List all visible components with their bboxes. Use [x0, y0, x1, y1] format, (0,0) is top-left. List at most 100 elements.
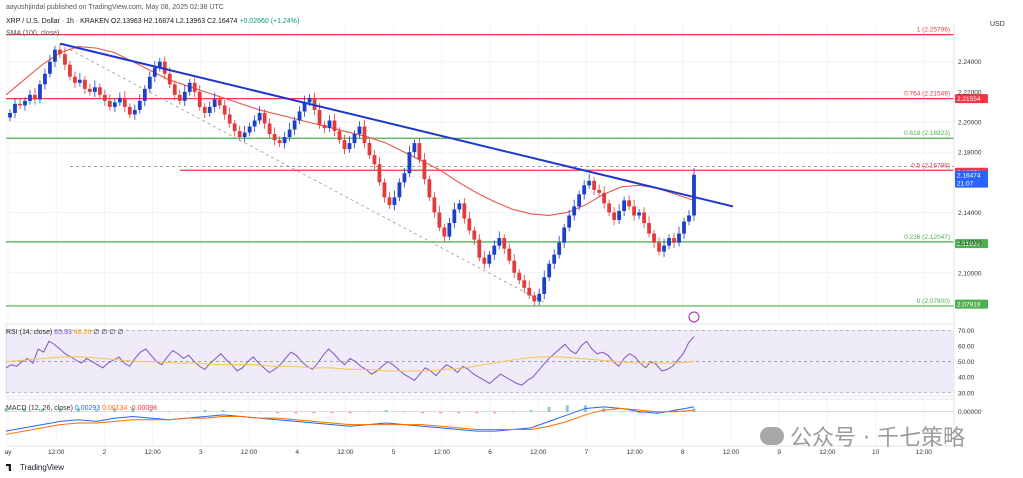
candle-body: [237, 131, 242, 138]
sma-legend[interactable]: SMA (100, close): [6, 30, 60, 37]
fib-0-label: 0 (2.07800): [917, 298, 950, 305]
candle: [157, 57, 162, 72]
candle: [497, 231, 502, 250]
candle-body: [682, 221, 686, 234]
candle: [642, 207, 646, 229]
macd-legend[interactable]: MACD (12, 26, close) 0.00293 0.00134 -0.…: [6, 405, 157, 412]
candle: [447, 217, 452, 241]
price-tick: 2.18000: [958, 150, 982, 157]
candle-body: [527, 287, 532, 296]
candle-body: [517, 272, 522, 281]
candle: [582, 180, 587, 200]
candle-body: [637, 212, 641, 216]
candle-body: [437, 212, 442, 228]
candle-body: [617, 210, 622, 220]
candle-body: [192, 82, 197, 92]
candle: [667, 234, 671, 250]
rsi-legend[interactable]: RSI (14, close) 65.93 48.26 ∅ ∅ ∅ ∅: [6, 328, 123, 336]
candle-body: [187, 82, 192, 92]
candle: [627, 195, 631, 211]
candle: [202, 103, 207, 119]
candle-body: [58, 49, 62, 55]
fib-0.618-label: 0.618 (2.18923): [904, 130, 950, 137]
price-badge-box: [955, 94, 988, 104]
candle: [312, 92, 317, 116]
candle: [247, 122, 252, 137]
candle: [73, 71, 77, 89]
candle-body: [122, 97, 127, 107]
time-tick: 7: [585, 449, 589, 456]
candle: [572, 199, 577, 221]
candle: [132, 104, 137, 120]
candles: [8, 44, 696, 307]
candle-body: [377, 164, 382, 183]
time-tick: 12:00: [48, 449, 65, 456]
macd-hist-bar: [620, 411, 624, 413]
candle-body: [492, 245, 497, 255]
candle-body: [262, 112, 267, 124]
candle: [452, 202, 457, 229]
rsi-tick: 70.00: [958, 328, 975, 335]
candle: [282, 131, 287, 149]
price-change: +0.02660 (+1.24%): [239, 18, 300, 25]
candle-body: [502, 238, 507, 249]
macd-hist-bar: [511, 411, 515, 413]
rsi-extra: ∅ ∅ ∅ ∅: [93, 329, 124, 336]
candle-body: [13, 103, 17, 113]
candle-body: [107, 100, 112, 107]
candle-body: [63, 54, 67, 65]
candle-body: [112, 102, 117, 107]
candle: [587, 174, 592, 190]
macd-hist-bar: [312, 411, 316, 414]
candle: [287, 122, 292, 141]
candle: [107, 94, 112, 111]
macd-hist-bar: [457, 411, 461, 414]
time-tick: 12:00: [241, 449, 258, 456]
candle: [382, 178, 387, 203]
candle: [662, 238, 666, 257]
alert-marker-icon: [688, 311, 700, 323]
time-tick: 12:00: [530, 449, 547, 456]
macd-hist-bar: [276, 411, 280, 414]
candle: [97, 83, 102, 99]
time-tick: 2: [103, 449, 107, 456]
candle-body: [272, 134, 277, 141]
candle-body: [412, 143, 417, 153]
sma-line: [5, 46, 695, 217]
candle: [177, 89, 182, 105]
macd-hist-bar: [257, 411, 261, 413]
price-badge-box: [955, 299, 988, 309]
candle-body: [422, 159, 427, 180]
candle-body: [277, 140, 282, 144]
macd-label: MACD (12, 26, close): [6, 405, 73, 412]
candle: [337, 127, 342, 144]
symbol-line[interactable]: XRP / U.S. Dollar · 1h · KRAKEN O2.13963…: [6, 18, 299, 25]
candle: [82, 76, 87, 95]
price-tick: 2.24000: [958, 59, 982, 66]
watermark-text: 公众号 · 千七策略: [790, 426, 965, 451]
candle: [412, 139, 417, 158]
candle: [512, 253, 517, 279]
price-badge-text: 2.21554: [957, 96, 981, 103]
bearish-trend-line: [59, 42, 734, 208]
macd-hist-bar: [113, 408, 117, 412]
candle: [257, 106, 262, 125]
candle-body: [182, 91, 187, 101]
candle: [172, 80, 177, 101]
candle-body: [137, 100, 142, 110]
candle: [267, 118, 272, 138]
candle: [567, 210, 572, 232]
candle-body: [482, 257, 487, 264]
candle: [352, 130, 357, 149]
candle-body: [582, 185, 587, 195]
macd-hist-bar: [330, 411, 334, 414]
candle-body: [472, 230, 477, 240]
tradingview-logo[interactable]: TradingView: [6, 463, 64, 472]
panel-backgrounds: [5, 323, 955, 412]
candle-body: [222, 105, 227, 115]
candle: [127, 103, 132, 119]
price-tick: 2.14000: [958, 210, 982, 217]
trend-line: [59, 42, 734, 208]
candle-body: [257, 112, 262, 121]
